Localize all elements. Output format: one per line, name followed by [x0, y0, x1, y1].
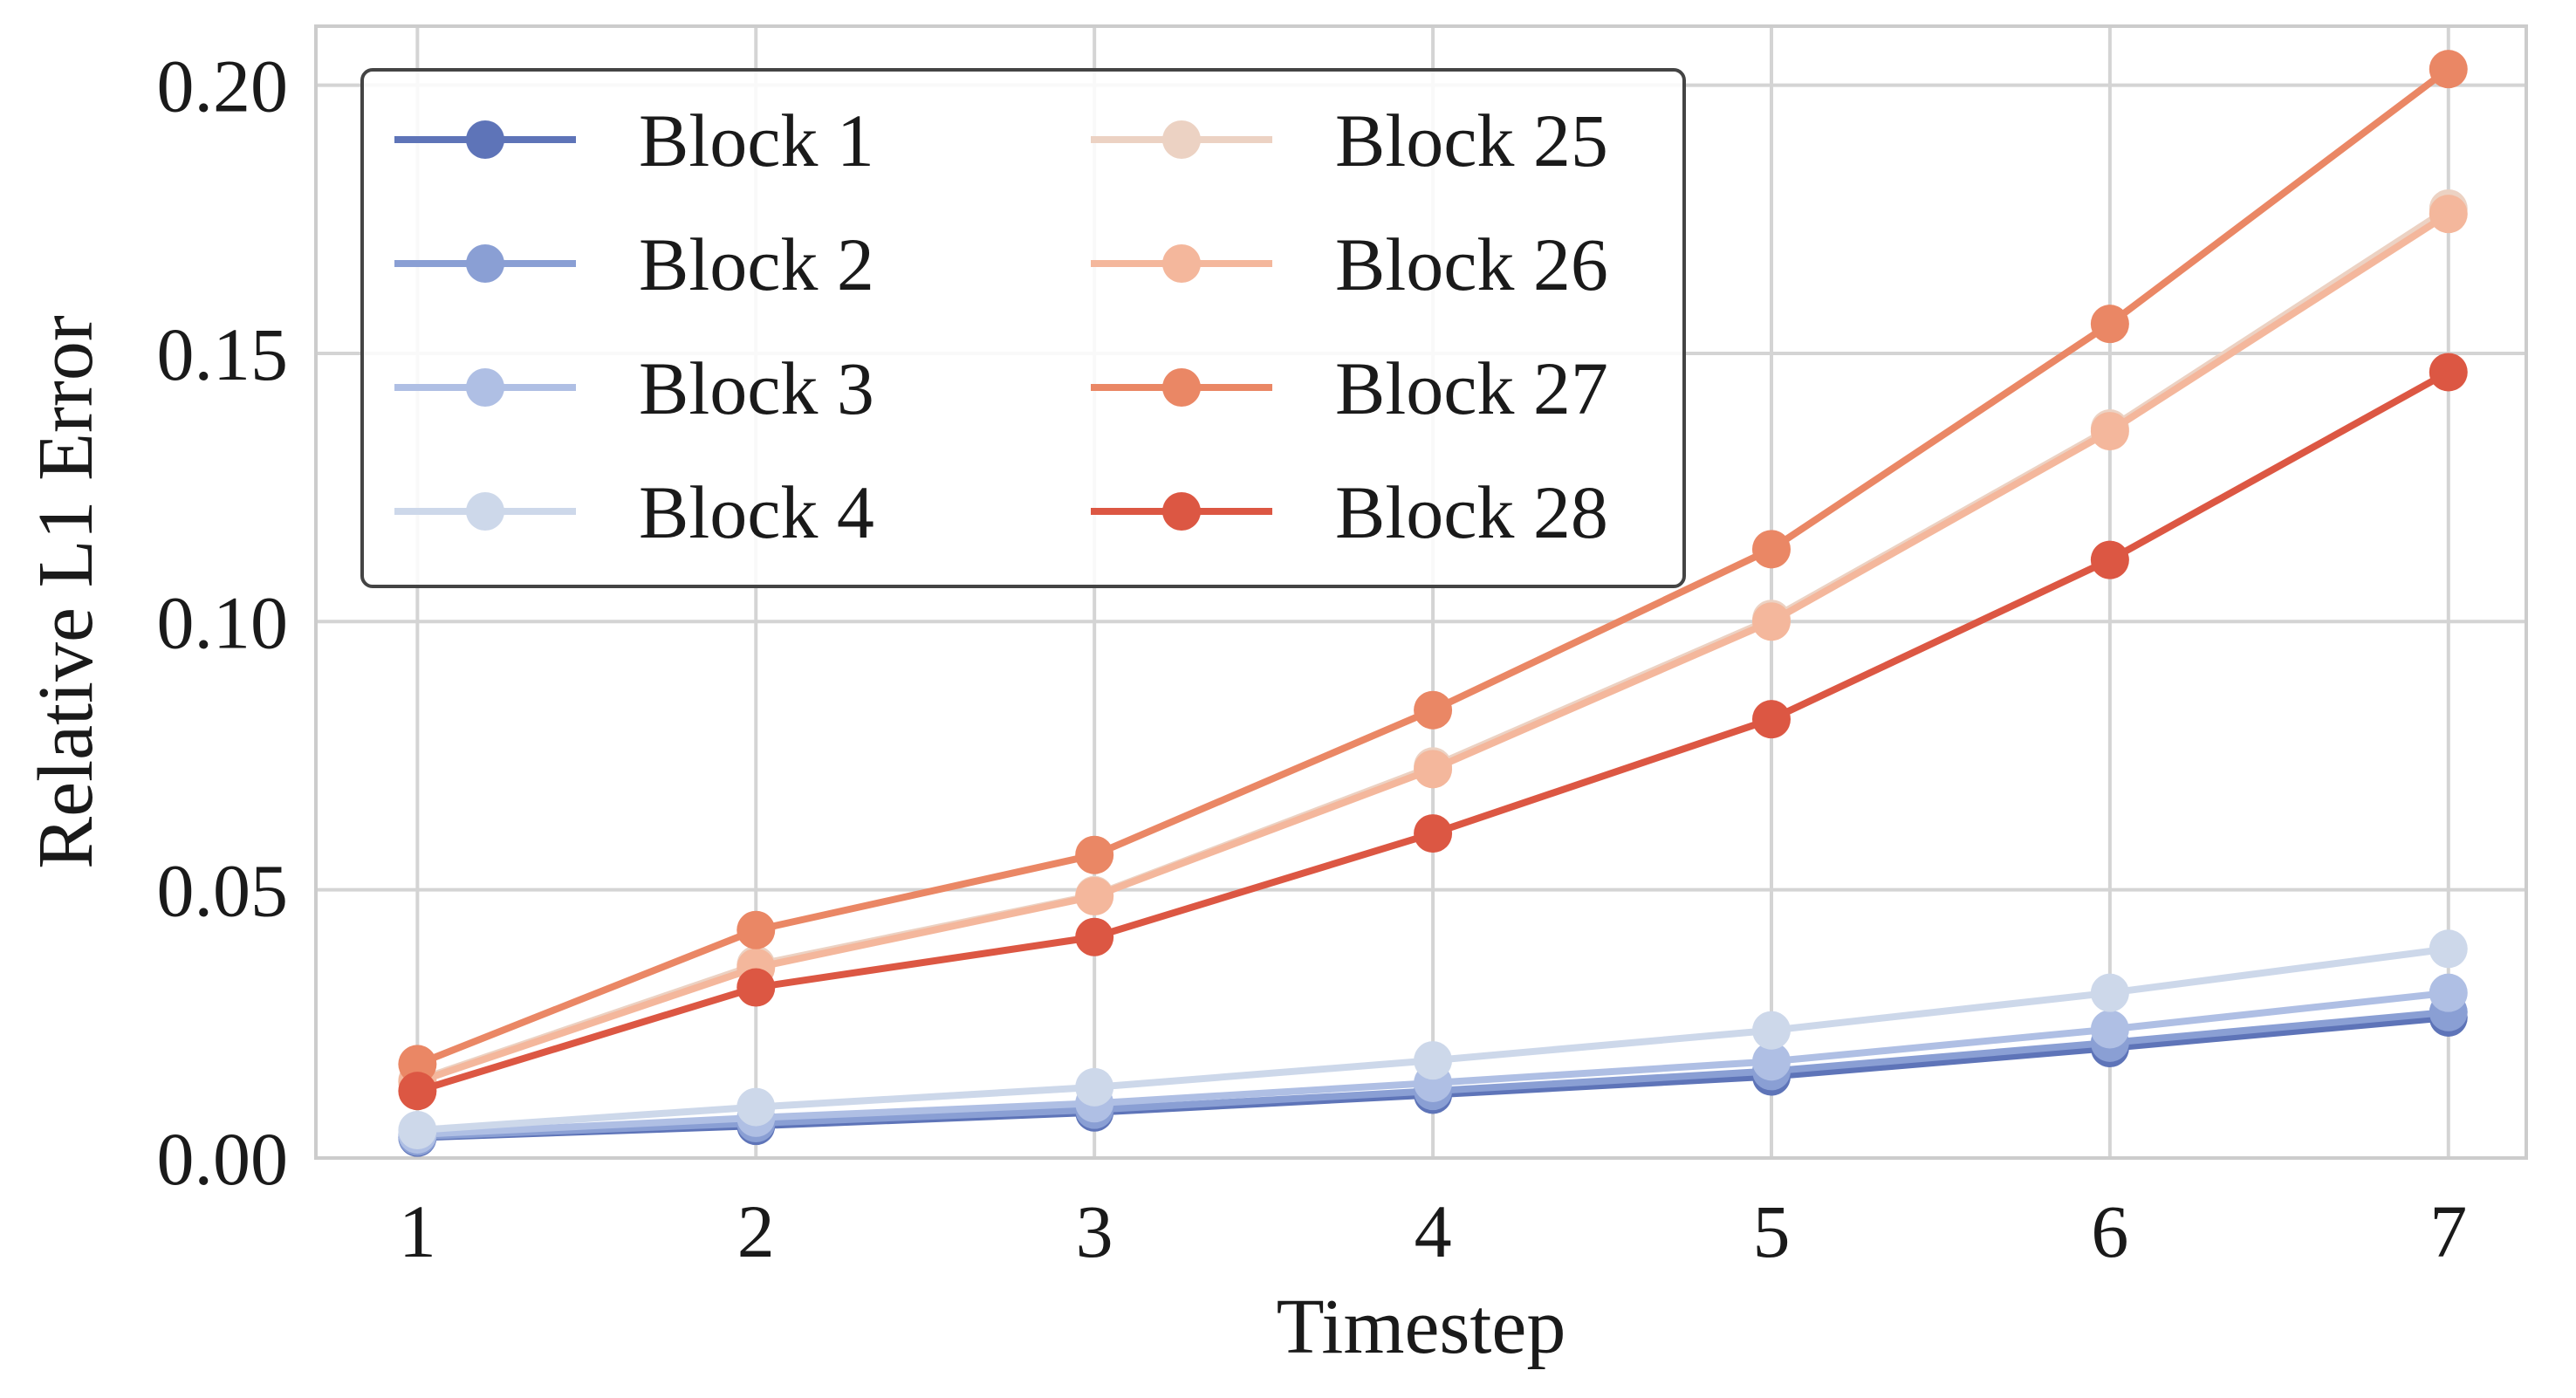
data-point	[2429, 973, 2468, 1012]
data-point	[736, 1087, 776, 1127]
series-block-4	[398, 929, 2468, 1150]
data-point	[398, 1111, 437, 1150]
data-point	[2090, 540, 2129, 579]
legend-item: Block 25	[1091, 99, 1608, 182]
y-tick-label: 0.15	[157, 312, 289, 396]
legend-label: Block 27	[1335, 346, 1608, 430]
data-point	[1751, 700, 1791, 739]
y-axis-label: Relative L1 Error	[23, 315, 109, 869]
legend-item: Block 4	[394, 470, 874, 554]
legend-item: Block 2	[394, 223, 874, 306]
data-point	[1075, 835, 1114, 874]
y-tick-label: 0.10	[157, 580, 289, 664]
legend-label: Block 25	[1335, 99, 1608, 182]
legend: Block 1 Block 2 Block 3 Block 4 Block 25 Bloc…	[360, 68, 1686, 588]
data-point	[2090, 412, 2129, 451]
plot-area-frame	[314, 24, 2528, 1160]
legend-label: Block 3	[639, 346, 874, 430]
y-tick-label: 0.00	[157, 1117, 289, 1201]
legend-item: Block 26	[1091, 223, 1608, 306]
legend-swatch-marker	[1162, 368, 1201, 407]
data-point	[1414, 1041, 1453, 1080]
x-tick-label: 3	[1076, 1189, 1113, 1273]
data-point	[1075, 917, 1114, 956]
data-point	[2429, 195, 2468, 234]
legend-item: Block 28	[1091, 470, 1608, 554]
data-point	[2429, 929, 2468, 969]
data-point	[2090, 305, 2129, 344]
data-point	[2429, 353, 2468, 392]
x-tick-label: 7	[2429, 1189, 2467, 1273]
y-tick-label: 0.20	[157, 45, 289, 128]
series-group	[398, 50, 2468, 1157]
data-point	[1751, 1042, 1791, 1081]
series-block-27	[398, 50, 2468, 1084]
data-point	[1075, 877, 1114, 916]
series-block-28	[398, 353, 2468, 1111]
x-tick-label: 5	[1752, 1189, 1790, 1273]
y-tick-labels: 0.00 0.05 0.10 0.15 0.20	[157, 45, 289, 1201]
x-tick-label: 4	[1415, 1189, 1452, 1273]
data-point	[1414, 814, 1453, 853]
legend-label: Block 28	[1335, 470, 1608, 554]
legend-label: Block 2	[639, 223, 874, 306]
data-point	[1751, 1011, 1791, 1050]
data-point	[2429, 50, 2468, 89]
legend-swatch-marker	[1162, 244, 1201, 283]
data-point	[2090, 1010, 2129, 1049]
x-tick-label: 1	[399, 1189, 436, 1273]
legend-item: Block 1	[394, 99, 874, 182]
data-point	[398, 1045, 437, 1084]
data-point	[1414, 750, 1453, 789]
legend-swatch-marker	[466, 492, 504, 531]
data-point	[736, 910, 776, 949]
data-point	[1751, 530, 1791, 569]
legend-swatch-marker	[466, 244, 504, 283]
legend-swatch-marker	[466, 368, 504, 407]
data-point	[398, 1072, 437, 1111]
legend-label: Block 1	[639, 99, 874, 182]
data-point	[736, 968, 776, 1007]
legend-swatch-marker	[466, 120, 504, 159]
legend-label: Block 26	[1335, 223, 1608, 306]
y-tick-label: 0.05	[157, 849, 289, 933]
legend-swatch-marker	[1162, 120, 1201, 159]
legend-label: Block 4	[639, 470, 874, 554]
legend-frame	[360, 68, 1686, 588]
x-tick-label: 2	[737, 1189, 775, 1273]
x-tick-label: 6	[2091, 1189, 2128, 1273]
data-point	[1751, 602, 1791, 641]
data-point	[2090, 973, 2129, 1012]
legend-item: Block 3	[394, 346, 874, 430]
data-point	[1075, 1067, 1114, 1107]
x-axis-label: Timestep	[1277, 1284, 1566, 1370]
legend-swatch-marker	[1162, 492, 1201, 531]
x-tick-labels: 1 2 3 4 5 6 7	[399, 1189, 2467, 1273]
legend-item: Block 27	[1091, 346, 1608, 430]
data-point	[1414, 690, 1453, 730]
